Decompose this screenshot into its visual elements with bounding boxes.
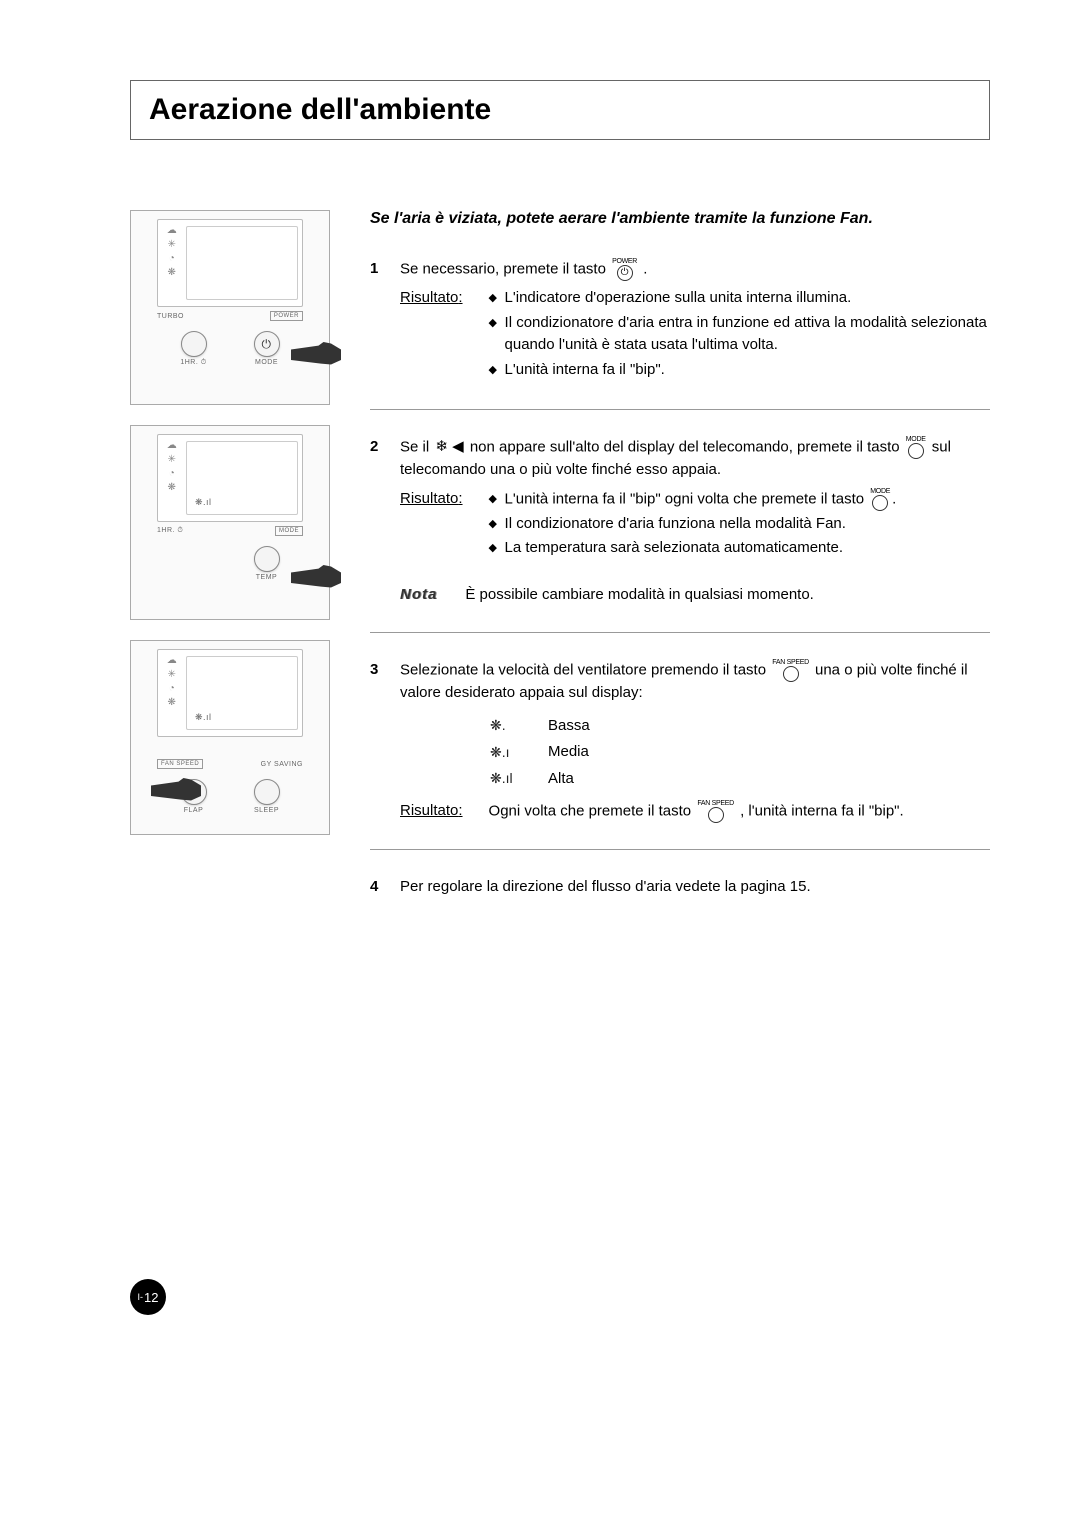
page-number-badge: I-12 <box>130 1279 166 1315</box>
nota-label: Nota <box>400 584 437 607</box>
power-icon: POWER ⏻ <box>612 258 637 281</box>
step-number: 4 <box>370 876 386 899</box>
result-label: Risultato: <box>400 488 463 562</box>
label-mode: MODE <box>275 526 303 536</box>
fan-glyph-icon: ❄ ◀ <box>435 438 463 455</box>
result-label: Risultato: <box>400 800 463 823</box>
remote-illustrations: ☁✳◔❋ TURBO POWER 1HR. ⏱ ⏻MODE <box>130 210 330 951</box>
fanspeed-icon: FAN SPEED <box>697 800 734 823</box>
gysaving-button-icon <box>254 779 280 805</box>
intro-text: Se l'aria è viziata, potete aerare l'amb… <box>370 210 990 228</box>
label-1hr: 1HR. ⏱ <box>157 527 183 535</box>
step-1: 1 Se necessario, premete il tasto POWER … <box>370 258 990 410</box>
page: Aerazione dell'ambiente ☁✳◔❋ TURBO POWER… <box>0 0 1080 1011</box>
speed-list: ❋.Bassa ❋.ıMedia ❋.ılAlta <box>490 715 990 791</box>
speed-med-icon: ❋.ı <box>490 742 526 763</box>
step-4: 4 Per regolare la direzione del flusso d… <box>370 876 990 925</box>
instructions-column: Se l'aria è viziata, potete aerare l'amb… <box>370 210 990 951</box>
nota-text: È possibile cambiare modalità in qualsia… <box>465 584 814 607</box>
mode-icon: MODE <box>870 488 890 511</box>
speed-high-icon: ❋.ıl <box>490 768 526 789</box>
step-number: 1 <box>370 258 386 383</box>
result-text: Ogni volta che premete il tasto FAN SPEE… <box>489 800 904 823</box>
step-3: 3 Selezionate la velocità del ventilator… <box>370 659 990 850</box>
step-2: 2 Se il ❄ ◀ non appare sull'alto del dis… <box>370 436 990 633</box>
remote-panel-1: ☁✳◔❋ TURBO POWER 1HR. ⏱ ⏻MODE <box>130 210 330 405</box>
label-turbo: TURBO <box>157 313 184 320</box>
remote-panel-2: ☁✳◔❋ ❋.ıl 1HR. ⏱ MODE TEMP <box>130 425 330 620</box>
result-list: L'unità interna fa il "bip" ogni volta c… <box>489 488 897 562</box>
label-power: POWER <box>270 311 303 321</box>
mode-icon: MODE <box>906 436 926 459</box>
step-1-text: Se necessario, premete il tasto POWER ⏻ … <box>400 258 990 281</box>
step-number: 2 <box>370 436 386 606</box>
turbo-button-icon <box>181 331 207 357</box>
power-button-icon: ⏻ <box>254 331 280 357</box>
step-2-text: Se il ❄ ◀ non appare sull'alto del displ… <box>400 436 990 482</box>
fanspeed-icon: FAN SPEED <box>772 659 809 682</box>
speed-low-icon: ❋. <box>490 715 526 736</box>
title-box: Aerazione dell'ambiente <box>130 80 990 140</box>
mode-button-icon <box>254 546 280 572</box>
nota-row: Nota È possibile cambiare modalità in qu… <box>400 584 990 607</box>
label-fanspeed: FAN SPEED <box>157 759 203 769</box>
label-gysaving: GY SAVING <box>261 761 303 768</box>
step-3-text: Selezionate la velocità del ventilatore … <box>400 659 990 705</box>
page-title: Aerazione dell'ambiente <box>149 93 971 127</box>
step-4-text: Per regolare la direzione del flusso d'a… <box>400 876 990 899</box>
step-number: 3 <box>370 659 386 823</box>
content-area: ☁✳◔❋ TURBO POWER 1HR. ⏱ ⏻MODE <box>130 210 990 951</box>
remote-panel-3: ☁✳◔❋ ❋.ıl FAN SPEED GY SAVING FLAP SLEEP <box>130 640 330 835</box>
result-list: L'indicatore d'operazione sulla unita in… <box>489 287 990 383</box>
result-label: Risultato: <box>400 287 463 383</box>
